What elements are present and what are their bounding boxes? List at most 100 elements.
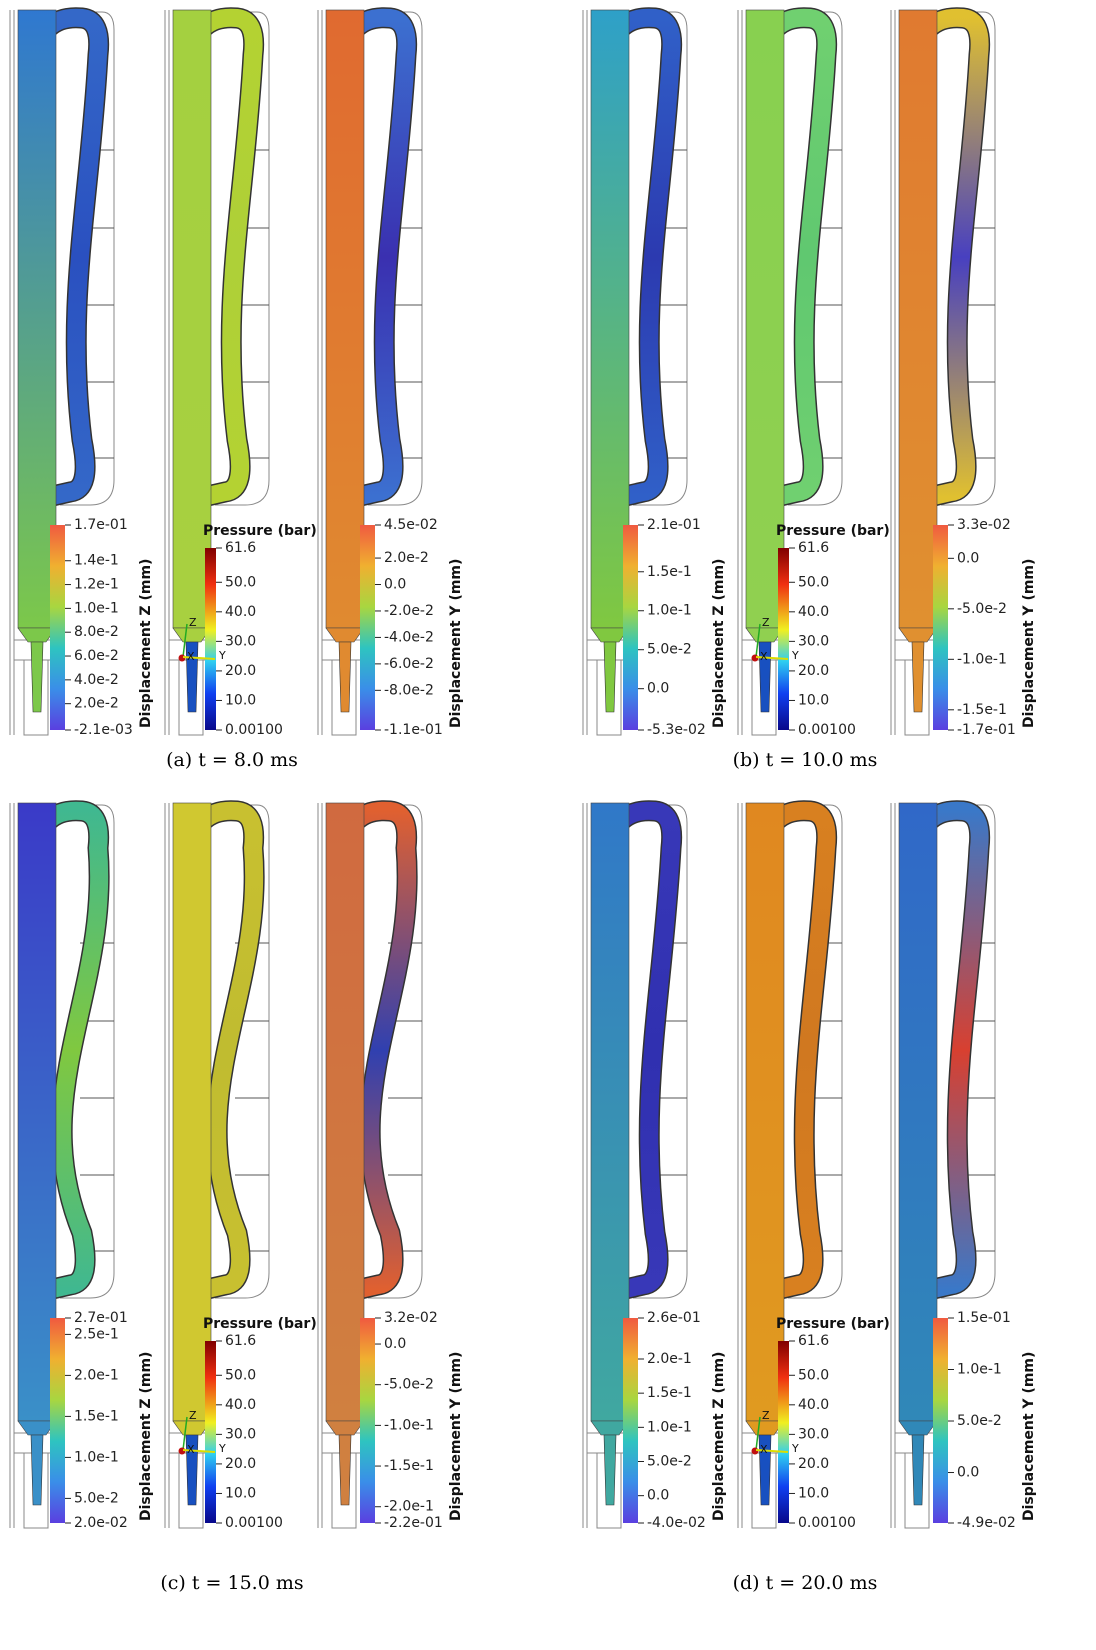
triad-label: X [187,1443,195,1456]
outlet-pipe [603,641,617,713]
trunk [172,802,212,1422]
colorbar-tick-label: 30.0 [798,633,829,649]
triad-axis [182,1449,216,1453]
triad-axis [755,656,789,660]
colorbar-tick-label: -1.5e-1 [384,1458,434,1474]
panel-caption: (b) t = 10.0 ms [733,749,878,771]
loop-tube [612,801,681,1299]
housing-outline [890,10,996,736]
colorbar [933,525,948,730]
trunk [17,802,57,1422]
pipe-render [737,7,843,736]
cone [172,627,212,643]
colorbar-tick-label: -1.0e-1 [384,1417,434,1433]
outlet-pipe [911,1434,925,1506]
colorbar-tick-label: -4.0e-02 [647,1515,706,1531]
colorbar-tick-label: 1.0e-1 [957,1362,1002,1378]
colorbar [778,548,789,730]
trunk [898,802,938,1422]
pipe-render [737,800,843,1529]
colorbar-tick-label: 0.0 [647,681,669,697]
colorbar-tick-label: 10.0 [798,1485,829,1501]
outlet-pipe [603,1434,617,1506]
colorbar-tick-label: 0.00100 [225,1515,283,1531]
triad-label: X [187,650,195,663]
trunk [745,802,785,1422]
colorbar-tick-label: 2.0e-2 [74,696,119,712]
colorbar-tick-label: 10.0 [225,1485,256,1501]
colorbar-tick-label: -5.3e-02 [647,722,706,738]
trunk [17,9,57,629]
colorbar-tick-label: 20.0 [225,663,256,679]
loop-tube [767,8,836,506]
trunk [898,9,938,629]
cone [17,627,57,643]
colorbar-tick-label: 61.6 [225,1333,256,1349]
colorbar-tick-label: 30.0 [225,633,256,649]
colorbar-tick-label: 2.5e-1 [74,1326,119,1342]
colorbar-tick-label: -2.0e-2 [384,603,434,619]
colorbar-tick-label: -6.0e-2 [384,656,434,672]
outlet-pipe [338,641,352,713]
colorbar-tick-label: 40.0 [798,604,829,620]
panel-caption: (c) t = 15.0 ms [160,1572,303,1594]
cone [590,627,630,643]
housing-outline [164,10,270,736]
colorbar-tick-label: 3.2e-02 [384,1310,438,1326]
trunk [172,9,212,629]
colorbar-tick-label: -4.0e-2 [384,629,434,645]
colorbar-title: Displacement Z (mm) [711,559,727,728]
panel-caption: (d) t = 20.0 ms [733,1572,878,1594]
triad-axis [755,1416,761,1451]
trunk [590,9,630,629]
outlet-pipe [30,1434,44,1506]
loop-tube [612,8,681,506]
colorbar-tick-label: -5.0e-2 [384,1377,434,1393]
colorbar-tick-label: 30.0 [225,1426,256,1442]
housing-outline [890,803,996,1529]
colorbar-tick-label: 8.0e-2 [74,624,119,640]
cone [898,627,938,643]
cone [325,627,365,643]
colorbar-tick-label: 2.1e-01 [647,517,701,533]
colorbar [205,548,216,730]
colorbar-tick-label: 5.0e-2 [647,1454,692,1470]
colorbar-tick-label: 61.6 [225,540,256,556]
colorbar-title: Pressure (bar) [203,1316,317,1332]
housing-outline [582,10,688,736]
colorbar-tick-label: 0.00100 [225,722,283,738]
housing-outline [737,803,843,1529]
loop-tube [39,801,109,1299]
loop-tube [39,8,108,506]
colorbar-tick-label: 50.0 [798,1367,829,1383]
cone [745,1420,785,1436]
colorbar-title: Pressure (bar) [776,1316,890,1332]
outlet-pipe [758,1434,772,1506]
pipe-render [164,7,270,736]
outlet-pipe [185,1434,199,1506]
colorbar-title: Displacement Y (mm) [448,559,464,728]
outlet-pipe [30,641,44,713]
outlet-pipe [911,641,925,713]
colorbar-tick-label: 20.0 [798,1456,829,1472]
colorbar-tick-label: 50.0 [225,1367,256,1383]
colorbar-title: Pressure (bar) [203,523,317,539]
colorbar-tick-label: 40.0 [798,1397,829,1413]
housing-outline [582,803,688,1529]
housing-outline [9,10,115,736]
colorbar-tick-label: 1.4e-1 [74,553,119,569]
trunk [325,802,365,1422]
colorbar-tick-label: 0.0 [384,1336,406,1352]
triad-axis [182,623,188,658]
colorbar-tick-label: 1.5e-1 [647,1385,692,1401]
pipe-render [582,800,688,1529]
triad-axis [755,1449,789,1453]
colorbar-tick-label: -4.9e-02 [957,1515,1016,1531]
loop-tube [920,8,989,506]
colorbar-title: Displacement Y (mm) [448,1352,464,1521]
cone [172,1420,212,1436]
triad-label: Y [791,649,799,662]
colorbar [623,1318,638,1523]
triad-axis [182,1416,188,1451]
pipe-render [317,800,423,1529]
